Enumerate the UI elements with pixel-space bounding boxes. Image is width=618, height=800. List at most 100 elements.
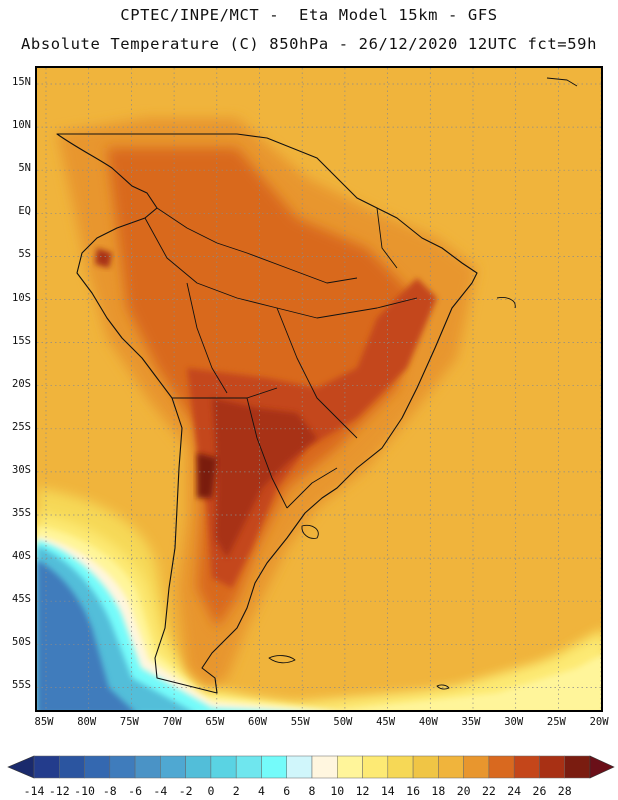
lon-tick-label: 30W	[504, 716, 524, 728]
country-border	[246, 397, 288, 509]
colorbar-tick-label: 16	[406, 784, 421, 798]
island-outline	[546, 77, 578, 87]
colorbar-tick-label: -2	[178, 784, 193, 798]
colorbar-tick-label: -4	[153, 784, 168, 798]
colorbar-tick-label: 8	[308, 784, 316, 798]
colorbar-tick-label: -8	[102, 784, 117, 798]
temperature-region	[197, 453, 217, 498]
colorbar-tick-label: 22	[481, 784, 496, 798]
lat-tick-label: 30S	[12, 463, 31, 476]
colorbar-tick-label: 6	[283, 784, 291, 798]
colorbar-high-arrow	[589, 755, 615, 779]
country-border	[156, 207, 358, 284]
colorbar-swatch	[84, 755, 111, 779]
lat-tick-label: 20S	[12, 377, 31, 390]
colorbar-swatch	[463, 755, 490, 779]
lat-tick-label: EQ	[18, 205, 31, 218]
lat-tick-label: 15N	[12, 76, 31, 88]
colorbar-swatch	[412, 755, 439, 779]
colorbar-swatch	[286, 755, 313, 779]
lon-tick-label: 55W	[290, 716, 310, 728]
country-border	[186, 282, 228, 394]
colorbar-swatch	[539, 755, 565, 779]
lat-tick-label: 5N	[18, 162, 31, 175]
colorbar-swatch	[235, 755, 262, 779]
country-border	[316, 297, 418, 319]
lon-tick-label: 75W	[119, 716, 139, 728]
lat-tick-label: 25S	[12, 420, 31, 433]
lon-tick-label: 70W	[162, 716, 182, 728]
country-border	[276, 307, 358, 439]
country-border	[144, 217, 318, 319]
colorbar-tick-label: 24	[507, 784, 522, 798]
colorbar-tick-label: 4	[257, 784, 265, 798]
country-borders	[56, 77, 578, 694]
temperature-region	[37, 560, 133, 710]
colorbar-tick-label: 26	[532, 784, 547, 798]
temperature-map[interactable]	[35, 66, 603, 712]
lat-tick-label: 5S	[18, 248, 31, 261]
colorbar-tick-label: 2	[232, 784, 240, 798]
colorbar-swatch	[109, 755, 136, 779]
colorbar-tick-label: -12	[48, 784, 70, 798]
colorbar-tick-label: 12	[355, 784, 370, 798]
lon-tick-label: 60W	[248, 716, 267, 728]
lat-tick-label: 10S	[12, 291, 31, 304]
map-title: CPTEC/INPE/MCT - Eta Model 15km - GFS	[120, 6, 498, 24]
temperature-region	[95, 248, 112, 268]
colorbar-tick-label: 20	[456, 784, 471, 798]
lat-tick-label: 55S	[12, 679, 31, 692]
lat-tick-label: 15S	[12, 334, 31, 347]
colorbar-swatch	[387, 755, 414, 779]
colorbar-tick-label: 28	[557, 784, 572, 798]
colorbar-tick-label: 18	[431, 784, 446, 798]
colorbar-swatch	[261, 755, 287, 779]
lat-tick-label: 10N	[12, 119, 31, 132]
temperature-field	[37, 68, 601, 710]
colorbar-low-arrow	[7, 755, 35, 779]
colorbar-swatch	[160, 755, 186, 779]
lat-tick-label: 50S	[12, 636, 31, 649]
lat-tick-label: 45S	[12, 593, 31, 606]
lon-tick-label: 80W	[77, 716, 97, 728]
map-subtitle: Absolute Temperature (C) 850hPa - 26/12/…	[20, 35, 598, 53]
colorbar-swatch	[362, 755, 389, 779]
lon-tick-label: 35W	[461, 716, 481, 728]
lon-tick-label: 20W	[589, 716, 609, 728]
country-border	[286, 467, 338, 509]
lon-tick-label: 40W	[418, 716, 438, 728]
colorbar-tick-label: -14	[23, 784, 45, 798]
country-border	[172, 387, 278, 399]
colorbar-swatch	[210, 755, 237, 779]
colorbar-tick-label: -6	[128, 784, 143, 798]
colorbar-swatch	[33, 755, 60, 779]
south-america-coastline	[56, 133, 478, 694]
colorbar-swatch	[564, 755, 591, 779]
country-border	[376, 207, 398, 269]
lon-tick-label: 25W	[546, 716, 566, 728]
colorbar	[7, 755, 615, 779]
colorbar-swatch	[513, 755, 540, 779]
lon-tick-label: 65W	[205, 716, 225, 728]
map-canvas	[37, 68, 601, 710]
island-outline	[301, 524, 319, 539]
lon-tick-label: 45W	[376, 716, 396, 728]
island-outline	[436, 684, 450, 690]
lat-tick-label: 40S	[12, 550, 31, 563]
colorbar-tick-label: 10	[330, 784, 345, 798]
colorbar-swatch	[59, 755, 85, 779]
colorbar-swatch	[185, 755, 212, 779]
island-outline	[268, 655, 296, 664]
colorbar-tick-label: 14	[380, 784, 395, 798]
colorbar-swatch	[438, 755, 464, 779]
island-outline	[496, 297, 516, 309]
colorbar-swatch	[311, 755, 338, 779]
lon-tick-label: 50W	[333, 716, 353, 728]
colorbar-swatch	[134, 755, 161, 779]
colorbar-tick-label: 0	[207, 784, 215, 798]
temperature-region	[212, 398, 317, 558]
colorbar-swatch	[337, 755, 363, 779]
lon-tick-label: 85W	[34, 716, 54, 728]
colorbar-tick-label: -10	[74, 784, 95, 798]
colorbar-swatch	[488, 755, 515, 779]
